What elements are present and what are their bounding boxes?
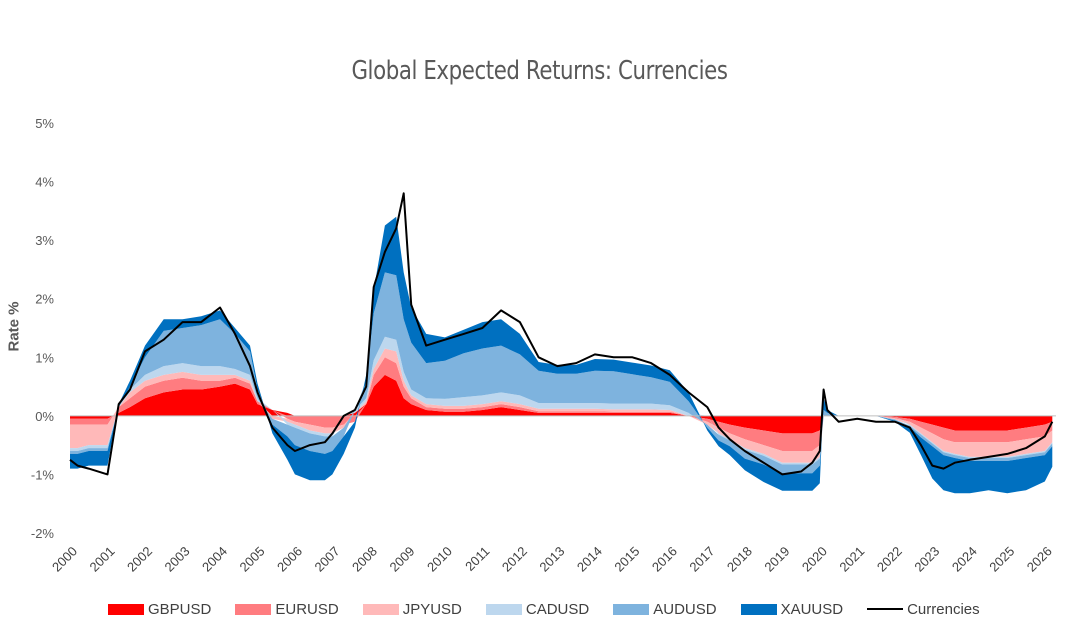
y-tick-label: -2% <box>31 526 55 541</box>
x-tick-label: 2017 <box>686 544 717 575</box>
x-tick-label: 2013 <box>536 544 567 575</box>
x-tick-label: 2002 <box>124 544 155 575</box>
chart-title: Global Expected Returns: Currencies <box>351 56 728 86</box>
legend-label: AUDUSD <box>653 600 717 618</box>
x-tick-label: 2015 <box>611 544 642 575</box>
x-tick-label: 2003 <box>162 544 193 575</box>
area-xauusd <box>70 216 1053 494</box>
legend-swatch <box>235 603 272 615</box>
legend: GBPUSD EURUSD JPYUSD CADUSD AUDUSD XAUUSD Curr… <box>108 599 1004 619</box>
y-tick-label: 3% <box>35 233 54 248</box>
legend-label: Currencies <box>907 600 980 618</box>
x-tick-label: 2007 <box>311 544 342 575</box>
x-tick-label: 2019 <box>761 544 792 575</box>
legend-swatch <box>362 603 399 615</box>
x-tick-label: 2012 <box>499 544 530 575</box>
x-tick-label: 2020 <box>799 544 830 575</box>
area-jpyusd <box>70 348 1053 463</box>
x-tick-label: 2005 <box>237 544 268 575</box>
x-tick-label: 2011 <box>462 544 492 574</box>
y-tick-label: 4% <box>35 175 54 190</box>
area-gbpusd <box>70 374 1053 434</box>
x-tick-label: 2006 <box>274 544 305 575</box>
x-tick-label: 2004 <box>199 544 230 575</box>
legend-label: CADUSD <box>525 600 590 618</box>
x-tick-label: 2025 <box>986 544 1017 575</box>
y-tick-label: 1% <box>35 350 54 365</box>
x-tick-label: 2022 <box>874 544 905 575</box>
legend-item-cadusd: CADUSD <box>485 600 590 618</box>
y-tick-label: -1% <box>31 467 55 482</box>
legend-swatch <box>740 603 777 615</box>
legend-item-audusd: AUDUSD <box>613 600 717 618</box>
legend-swatch <box>867 608 904 610</box>
legend-label: EURUSD <box>275 600 339 618</box>
legend-label: XAUUSD <box>780 600 844 618</box>
x-tick-label: 2000 <box>49 544 80 575</box>
x-tick-label: 2008 <box>349 544 380 575</box>
x-tick-label: 2014 <box>574 544 605 575</box>
legend-swatch <box>485 603 522 615</box>
x-tick-label: 2001 <box>87 544 118 575</box>
x-tick-label: 2010 <box>424 544 455 575</box>
y-tick-label: 5% <box>35 116 54 131</box>
y-tick-label: 2% <box>35 292 54 307</box>
x-tick-label: 2023 <box>911 544 942 575</box>
line-currencies <box>69 192 1054 476</box>
x-tick-label: 2016 <box>649 544 680 575</box>
legend-label: JPYUSD <box>402 600 462 618</box>
y-tick-label: 0% <box>35 409 54 424</box>
x-tick-label: 2018 <box>724 544 755 575</box>
legend-item-jpyusd: JPYUSD <box>362 600 462 618</box>
legend-swatch <box>108 603 144 615</box>
x-tick-label: 2009 <box>386 544 417 575</box>
x-tick-label: 2026 <box>1024 544 1055 575</box>
legend-swatch <box>613 603 650 615</box>
area-cadusd <box>70 336 1053 465</box>
legend-label: GBPUSD <box>148 600 212 618</box>
legend-item-gbpusd: GBPUSD <box>108 601 211 618</box>
legend-item-currencies: Currencies <box>867 601 980 618</box>
legend-item-eurusd: EURUSD <box>235 600 339 618</box>
area-eurusd <box>70 357 1053 451</box>
legend-item-xauusd: XAUUSD <box>740 600 844 618</box>
x-tick-label: 2021 <box>836 544 867 575</box>
x-tick-label: 2024 <box>949 544 980 575</box>
